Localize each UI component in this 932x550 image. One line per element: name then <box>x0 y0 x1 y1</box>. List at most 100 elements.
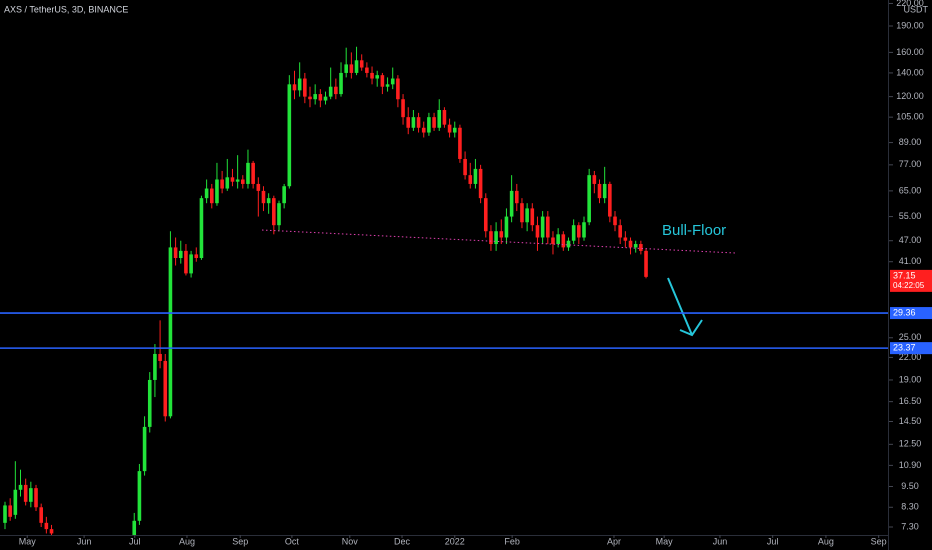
x-tick-label: Jun <box>77 536 92 546</box>
candle-body <box>556 234 560 245</box>
y-tick-label: 220.00 <box>896 0 924 8</box>
candle-body <box>380 75 385 87</box>
candle-body <box>256 183 261 191</box>
candle-body <box>178 250 183 259</box>
candle-body <box>478 168 483 199</box>
candle-body <box>375 75 380 79</box>
candle-body <box>458 127 462 159</box>
candle-body <box>530 208 535 226</box>
candle-body <box>184 250 188 274</box>
x-tick-label: Nov <box>342 536 359 546</box>
y-tick-label: 7.30 <box>901 521 919 531</box>
y-tick-label: 12.50 <box>899 439 922 449</box>
candle-body <box>153 353 157 380</box>
candle-body <box>204 188 209 199</box>
y-tick-label: 22.00 <box>899 352 922 362</box>
candle-body <box>597 183 602 199</box>
candle-body <box>282 186 286 204</box>
candle-body <box>442 110 447 125</box>
candle-body <box>344 64 348 73</box>
candle-body <box>318 94 323 101</box>
candle-body <box>540 216 545 238</box>
candle-body <box>587 175 591 223</box>
candle-body <box>303 78 307 97</box>
candle-body <box>29 488 33 502</box>
candle-body <box>308 96 312 100</box>
candle-body <box>494 231 498 245</box>
candle-body <box>385 84 390 87</box>
candle-body <box>504 216 509 238</box>
y-tick-label: 19.00 <box>899 374 922 384</box>
arrow-head <box>679 319 703 337</box>
y-tick-label: 47.00 <box>899 235 922 245</box>
candle-body <box>592 175 597 184</box>
y-tick-label: 41.00 <box>899 256 922 266</box>
candle-body <box>359 60 364 68</box>
candle-body <box>582 222 586 238</box>
y-tick-label: 190.00 <box>896 20 924 30</box>
candle-body <box>623 237 628 241</box>
candle-body <box>644 250 648 277</box>
plot-area <box>3 46 648 535</box>
candle-body <box>499 231 504 238</box>
candle-body <box>173 247 178 259</box>
candle-body <box>396 78 400 100</box>
candle-body <box>463 158 467 176</box>
x-tick-label: Aug <box>818 536 834 546</box>
candle-body <box>489 231 493 245</box>
candle-body <box>639 244 643 251</box>
y-tick-label: 8.30 <box>901 502 919 512</box>
candle-body <box>323 96 328 101</box>
y-tick-label: 105.00 <box>896 112 924 122</box>
candle-body <box>618 225 622 238</box>
candle-body <box>199 198 204 259</box>
x-tick-label: Jul <box>129 536 141 546</box>
y-tick-label: 140.00 <box>896 67 924 77</box>
hline-label: 29.36 <box>893 307 916 317</box>
candle-body <box>23 484 28 502</box>
candle-body <box>514 190 519 204</box>
candle-body <box>241 179 245 184</box>
candle-body <box>427 117 431 133</box>
candle-body <box>421 127 426 133</box>
candle-body <box>287 84 292 187</box>
annotation: Bull-Floor <box>662 222 726 239</box>
x-tick-label: Feb <box>504 536 520 546</box>
x-tick-label: May <box>19 536 37 546</box>
x-tick-label: Oct <box>285 536 300 546</box>
chart-title: AXS / TetherUS, 3D, BINANCE <box>4 4 128 14</box>
candle-body <box>571 225 576 241</box>
y-tick-label: 14.50 <box>899 416 922 426</box>
candle-body <box>546 216 550 238</box>
candle-body <box>370 72 374 79</box>
y-tick-label: 16.50 <box>899 396 922 406</box>
candle-body <box>246 162 250 184</box>
candle-body <box>194 254 199 259</box>
candle-body <box>551 237 555 245</box>
candle-body <box>483 198 488 232</box>
x-tick-label: Dec <box>394 536 411 546</box>
x-tick-label: Sep <box>232 536 248 546</box>
candle-body <box>406 117 411 128</box>
candle-body <box>432 117 436 128</box>
candle-body <box>261 190 266 204</box>
y-tick-label: 25.00 <box>899 332 922 342</box>
x-tick-label: Jun <box>713 536 728 546</box>
candle-body <box>447 124 452 133</box>
candle-body <box>633 244 638 248</box>
hline-label-box <box>890 307 932 320</box>
candle-body <box>349 64 354 73</box>
candle-body <box>189 254 193 274</box>
candle-body <box>452 127 457 133</box>
trend-line <box>261 229 736 254</box>
y-tick-label: 10.90 <box>899 460 922 470</box>
countdown: 04:22:05 <box>893 281 925 290</box>
candle-body <box>13 489 18 515</box>
candle-body <box>39 507 43 523</box>
y-tick-label: 120.00 <box>896 91 924 101</box>
candle-body <box>365 67 369 73</box>
candle-body <box>44 522 49 530</box>
candle-body <box>354 60 359 73</box>
candle-body <box>147 379 152 427</box>
candle-body <box>628 240 633 248</box>
